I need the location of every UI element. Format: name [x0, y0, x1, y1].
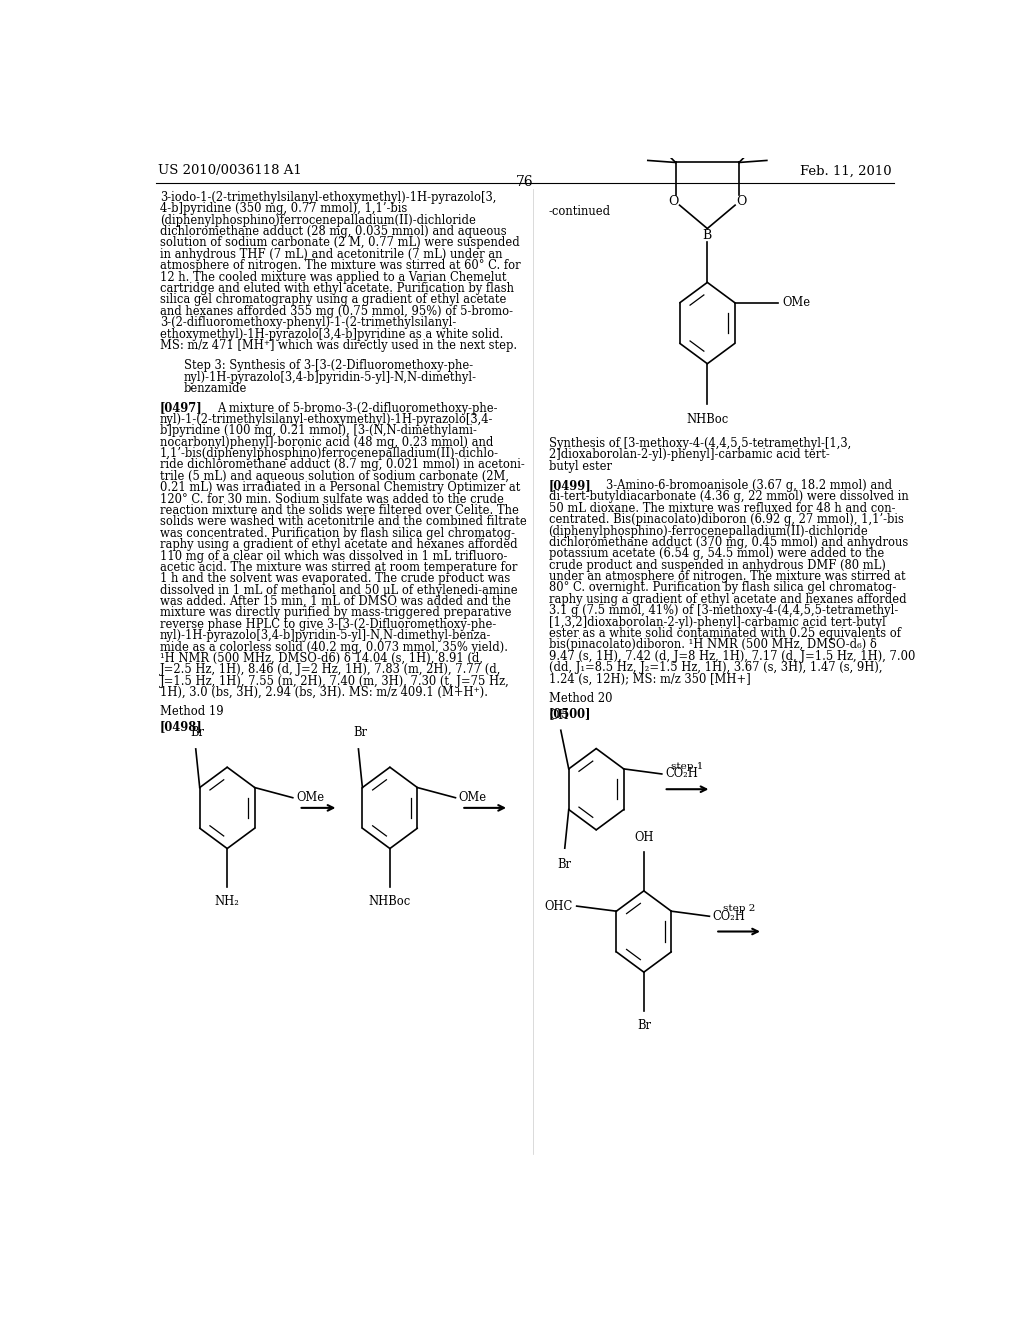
- Text: step 2: step 2: [723, 904, 756, 913]
- Text: under an atmosphere of nitrogen. The mixture was stirred at: under an atmosphere of nitrogen. The mix…: [549, 570, 905, 583]
- Text: ¹H NMR (500 MHz, DMSO-d6) δ 14.04 (s, 1H), 8.91 (d,: ¹H NMR (500 MHz, DMSO-d6) δ 14.04 (s, 1H…: [160, 652, 482, 665]
- Text: silica gel chromatography using a gradient of ethyl acetate: silica gel chromatography using a gradie…: [160, 293, 506, 306]
- Text: crude product and suspended in anhydrous DMF (80 mL): crude product and suspended in anhydrous…: [549, 558, 886, 572]
- Text: was concentrated. Purification by flash silica gel chromatog-: was concentrated. Purification by flash …: [160, 527, 515, 540]
- Text: atmosphere of nitrogen. The mixture was stirred at 60° C. for: atmosphere of nitrogen. The mixture was …: [160, 259, 520, 272]
- Text: 3.1 g (7.5 mmol, 41%) of [3-methoxy-4-(4,4,5,5-tetramethyl-: 3.1 g (7.5 mmol, 41%) of [3-methoxy-4-(4…: [549, 605, 898, 618]
- Text: nyl)-1H-pyrazolo[3,4-b]pyridin-5-yl]-N,N-dimethyl-benza-: nyl)-1H-pyrazolo[3,4-b]pyridin-5-yl]-N,N…: [160, 630, 492, 643]
- Text: and hexanes afforded 355 mg (0.75 mmol, 95%) of 5-bromo-: and hexanes afforded 355 mg (0.75 mmol, …: [160, 305, 513, 318]
- Text: Br: Br: [353, 726, 367, 739]
- Text: -continued: -continued: [549, 205, 610, 218]
- Text: trile (5 mL) and aqueous solution of sodium carbonate (2M,: trile (5 mL) and aqueous solution of sod…: [160, 470, 509, 483]
- Text: di-tert-butyldiacarbonate (4.36 g, 22 mmol) were dissolved in: di-tert-butyldiacarbonate (4.36 g, 22 mm…: [549, 491, 908, 503]
- Text: Br: Br: [190, 726, 205, 739]
- Text: OMe: OMe: [296, 791, 324, 804]
- Text: Synthesis of [3-methoxy-4-(4,4,5,5-tetramethyl-[1,3,: Synthesis of [3-methoxy-4-(4,4,5,5-tetra…: [549, 437, 851, 450]
- Text: [1,3,2]dioxaborolan-2-yl)-phenyl]-carbamic acid tert-butyl: [1,3,2]dioxaborolan-2-yl)-phenyl]-carbam…: [549, 615, 886, 628]
- Text: bis(pinacolato)diboron. ¹H NMR (500 MHz, DMSO-d₆) δ: bis(pinacolato)diboron. ¹H NMR (500 MHz,…: [549, 639, 877, 651]
- Text: mixture was directly purified by mass-triggered preparative: mixture was directly purified by mass-tr…: [160, 606, 511, 619]
- Text: CO₂H: CO₂H: [713, 909, 745, 923]
- Text: 3-Amino-6-bromoanisole (3.67 g, 18.2 mmol) and: 3-Amino-6-bromoanisole (3.67 g, 18.2 mmo…: [606, 479, 892, 492]
- Text: 3-iodo-1-(2-trimethylsilanyl-ethoxymethyl)-1H-pyrazolo[3,: 3-iodo-1-(2-trimethylsilanyl-ethoxymethy…: [160, 191, 496, 203]
- Text: [0499]: [0499]: [549, 479, 591, 492]
- Text: (diphenylphosphino)-ferrocenepalladium(II)-dichloride: (diphenylphosphino)-ferrocenepalladium(I…: [549, 524, 868, 537]
- Text: OMe: OMe: [782, 296, 811, 309]
- Text: MS: m/z 471 [MH⁺] which was directly used in the next step.: MS: m/z 471 [MH⁺] which was directly use…: [160, 339, 517, 352]
- Text: [0500]: [0500]: [549, 706, 591, 719]
- Text: cartridge and eluted with ethyl acetate. Purification by flash: cartridge and eluted with ethyl acetate.…: [160, 282, 514, 294]
- Text: Feb. 11, 2010: Feb. 11, 2010: [800, 165, 892, 177]
- Text: (diphenylphosphino)ferrocenepalladium(II)-dichloride: (diphenylphosphino)ferrocenepalladium(II…: [160, 214, 475, 227]
- Text: US 2010/0036118 A1: US 2010/0036118 A1: [158, 165, 302, 177]
- Text: acetic acid. The mixture was stirred at room temperature for: acetic acid. The mixture was stirred at …: [160, 561, 517, 574]
- Text: Method 19: Method 19: [160, 705, 223, 718]
- Text: J=2.5 Hz, 1H), 8.46 (d, J=2 Hz, 1H), 7.83 (m, 2H), 7.77 (d,: J=2.5 Hz, 1H), 8.46 (d, J=2 Hz, 1H), 7.8…: [160, 664, 501, 676]
- Text: step 1: step 1: [672, 762, 703, 771]
- Text: NH₂: NH₂: [215, 895, 240, 908]
- Text: Step 3: Synthesis of 3-[3-(2-Difluoromethoxy-phe-: Step 3: Synthesis of 3-[3-(2-Difluoromet…: [183, 359, 473, 372]
- Text: centrated. Bis(pinacolato)diboron (6.92 g, 27 mmol), 1,1’-bis: centrated. Bis(pinacolato)diboron (6.92 …: [549, 513, 903, 527]
- Text: dichloromethane adduct (28 mg, 0.035 mmol) and aqueous: dichloromethane adduct (28 mg, 0.035 mmo…: [160, 226, 507, 238]
- Text: ester as a white solid contaminated with 0.25 equivalents of: ester as a white solid contaminated with…: [549, 627, 901, 640]
- Text: 80° C. overnight. Purification by flash silica gel chromatog-: 80° C. overnight. Purification by flash …: [549, 582, 896, 594]
- Text: ethoxymethyl)-1H-pyrazolo[3,4-b]pyridine as a white solid.: ethoxymethyl)-1H-pyrazolo[3,4-b]pyridine…: [160, 327, 503, 341]
- Text: nyl)-1-(2-trimethylsilanyl-ethoxymethyl)-1H-pyrazolo[3,4-: nyl)-1-(2-trimethylsilanyl-ethoxymethyl)…: [160, 413, 494, 426]
- Text: dissolved in 1 mL of methanol and 50 μL of ethylenedi-amine: dissolved in 1 mL of methanol and 50 μL …: [160, 583, 517, 597]
- Text: dichloromethane adduct (370 mg, 0.45 mmol) and anhydrous: dichloromethane adduct (370 mg, 0.45 mmo…: [549, 536, 908, 549]
- Text: OMe: OMe: [459, 791, 486, 804]
- Text: OH: OH: [550, 709, 569, 722]
- Text: 50 mL dioxane. The mixture was refluxed for 48 h and con-: 50 mL dioxane. The mixture was refluxed …: [549, 502, 895, 515]
- Text: 12 h. The cooled mixture was applied to a Varian Chemelut: 12 h. The cooled mixture was applied to …: [160, 271, 506, 284]
- Text: solution of sodium carbonate (2 M, 0.77 mL) were suspended: solution of sodium carbonate (2 M, 0.77 …: [160, 236, 519, 249]
- Text: b]pyridine (100 mg, 0.21 mmol), [3-(N,N-dimethylami-: b]pyridine (100 mg, 0.21 mmol), [3-(N,N-…: [160, 424, 476, 437]
- Text: Method 20: Method 20: [549, 692, 612, 705]
- Text: 1.24 (s, 12H); MS: m/z 350 [MH+]: 1.24 (s, 12H); MS: m/z 350 [MH+]: [549, 672, 751, 685]
- Text: A mixture of 5-bromo-3-(2-difluoromethoxy-phe-: A mixture of 5-bromo-3-(2-difluoromethox…: [217, 401, 498, 414]
- Text: reaction mixture and the solids were filtered over Celite. The: reaction mixture and the solids were fil…: [160, 504, 518, 517]
- Text: Br: Br: [558, 858, 571, 871]
- Text: solids were washed with acetonitrile and the combined filtrate: solids were washed with acetonitrile and…: [160, 515, 526, 528]
- Text: 110 mg of a clear oil which was dissolved in 1 mL trifluoro-: 110 mg of a clear oil which was dissolve…: [160, 549, 507, 562]
- Text: 4-b]pyridine (350 mg, 0.77 mmol), 1,1’-bis: 4-b]pyridine (350 mg, 0.77 mmol), 1,1’-b…: [160, 202, 407, 215]
- Text: J=1.5 Hz, 1H), 7.55 (m, 2H), 7.40 (m, 3H), 7.30 (t, J=75 Hz,: J=1.5 Hz, 1H), 7.55 (m, 2H), 7.40 (m, 3H…: [160, 675, 510, 688]
- Text: NHBoc: NHBoc: [686, 413, 728, 425]
- Text: CO₂H: CO₂H: [665, 767, 698, 780]
- Text: in anhydrous THF (7 mL) and acetonitrile (7 mL) under an: in anhydrous THF (7 mL) and acetonitrile…: [160, 248, 502, 261]
- Text: butyl ester: butyl ester: [549, 459, 611, 473]
- Text: reverse phase HPLC to give 3-[3-(2-Difluoromethoxy-phe-: reverse phase HPLC to give 3-[3-(2-Diflu…: [160, 618, 496, 631]
- Text: 1H), 3.0 (bs, 3H), 2.94 (bs, 3H). MS: m/z 409.1 (M+H⁺).: 1H), 3.0 (bs, 3H), 2.94 (bs, 3H). MS: m/…: [160, 686, 487, 700]
- Text: O: O: [668, 194, 678, 207]
- Text: Br: Br: [637, 1019, 651, 1032]
- Text: 3-(2-difluoromethoxy-phenyl)-1-(2-trimethylsilanyl-: 3-(2-difluoromethoxy-phenyl)-1-(2-trimet…: [160, 317, 456, 329]
- Text: 1,1’-bis(diphenylphosphino)ferrocenepalladium(II)-dichlo-: 1,1’-bis(diphenylphosphino)ferrocenepall…: [160, 447, 499, 461]
- Text: 1 h and the solvent was evaporated. The crude product was: 1 h and the solvent was evaporated. The …: [160, 573, 510, 585]
- Text: 120° C. for 30 min. Sodium sulfate was added to the crude: 120° C. for 30 min. Sodium sulfate was a…: [160, 492, 504, 506]
- Text: ride dichloromethane adduct (8.7 mg, 0.021 mmol) in acetoni-: ride dichloromethane adduct (8.7 mg, 0.0…: [160, 458, 524, 471]
- Text: benzamide: benzamide: [183, 383, 247, 395]
- Text: 76: 76: [516, 174, 534, 189]
- Text: (dd, J₁=8.5 Hz, J₂=1.5 Hz, 1H), 3.67 (s, 3H), 1.47 (s, 9H),: (dd, J₁=8.5 Hz, J₂=1.5 Hz, 1H), 3.67 (s,…: [549, 661, 882, 675]
- Text: raphy using a gradient of ethyl acetate and hexanes afforded: raphy using a gradient of ethyl acetate …: [160, 539, 517, 552]
- Text: 9.47 (s, 1H), 7.42 (d, J=8 Hz, 1H), 7.17 (d, J=1.5 Hz, 1H), 7.00: 9.47 (s, 1H), 7.42 (d, J=8 Hz, 1H), 7.17…: [549, 649, 915, 663]
- Text: [0498]: [0498]: [160, 721, 203, 734]
- Text: 0.21 mL) was irradiated in a Personal Chemistry Optimizer at: 0.21 mL) was irradiated in a Personal Ch…: [160, 482, 520, 494]
- Text: OH: OH: [634, 832, 653, 843]
- Text: 2]dioxaborolan-2-yl)-phenyl]-carbamic acid tert-: 2]dioxaborolan-2-yl)-phenyl]-carbamic ac…: [549, 449, 829, 461]
- Text: potassium acetate (6.54 g, 54.5 mmol) were added to the: potassium acetate (6.54 g, 54.5 mmol) we…: [549, 548, 884, 560]
- Text: B: B: [702, 230, 712, 242]
- Text: was added. After 15 min, 1 mL of DMSO was added and the: was added. After 15 min, 1 mL of DMSO wa…: [160, 595, 511, 609]
- Text: raphy using a gradient of ethyl acetate and hexanes afforded: raphy using a gradient of ethyl acetate …: [549, 593, 906, 606]
- Text: nocarbonyl)phenyl]-boronic acid (48 mg, 0.23 mmol) and: nocarbonyl)phenyl]-boronic acid (48 mg, …: [160, 436, 494, 449]
- Text: OHC: OHC: [545, 900, 572, 912]
- Text: nyl)-1H-pyrazolo[3,4-b]pyridin-5-yl]-N,N-dimethyl-: nyl)-1H-pyrazolo[3,4-b]pyridin-5-yl]-N,N…: [183, 371, 476, 384]
- Text: [0497]: [0497]: [160, 401, 203, 414]
- Text: NHBoc: NHBoc: [369, 895, 411, 908]
- Text: mide as a colorless solid (40.2 mg, 0.073 mmol, 35% yield).: mide as a colorless solid (40.2 mg, 0.07…: [160, 640, 508, 653]
- Text: O: O: [736, 194, 746, 207]
